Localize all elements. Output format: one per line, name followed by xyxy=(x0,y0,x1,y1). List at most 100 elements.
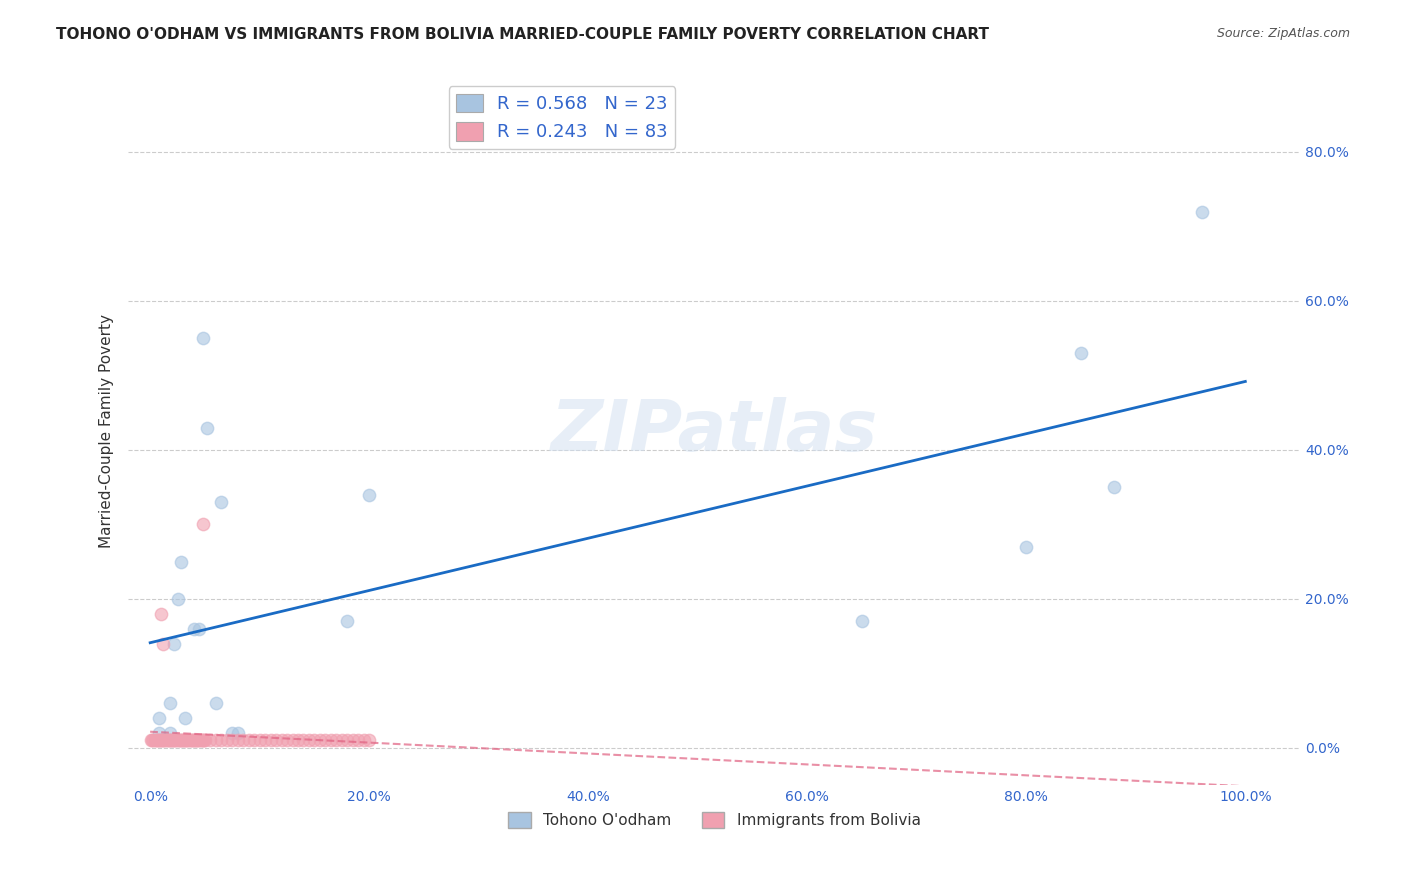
Point xyxy=(193,733,215,747)
Point xyxy=(170,733,193,747)
Point xyxy=(141,733,163,747)
Point xyxy=(259,733,281,747)
Point xyxy=(292,733,315,747)
Point xyxy=(150,733,173,747)
Point xyxy=(149,733,172,747)
Point xyxy=(148,711,170,725)
Legend: Tohono O'odham, Immigrants from Bolivia: Tohono O'odham, Immigrants from Bolivia xyxy=(502,805,927,834)
Point xyxy=(155,733,177,747)
Point xyxy=(179,733,201,747)
Point xyxy=(180,733,202,747)
Point xyxy=(270,733,292,747)
Point xyxy=(1102,480,1125,494)
Point xyxy=(319,733,342,747)
Point xyxy=(276,733,298,747)
Point xyxy=(169,733,191,747)
Point xyxy=(148,726,170,740)
Point xyxy=(142,733,165,747)
Point xyxy=(190,733,212,747)
Point xyxy=(145,733,167,747)
Point xyxy=(209,495,232,509)
Point xyxy=(160,733,183,747)
Point xyxy=(191,331,214,345)
Point xyxy=(209,733,232,747)
Point xyxy=(851,614,873,628)
Point xyxy=(336,614,359,628)
Point xyxy=(162,733,184,747)
Point xyxy=(150,733,173,747)
Point xyxy=(238,733,260,747)
Point xyxy=(177,733,200,747)
Point xyxy=(174,733,197,747)
Point xyxy=(176,733,198,747)
Text: ZIPatlas: ZIPatlas xyxy=(551,397,877,466)
Point xyxy=(1070,346,1092,360)
Point xyxy=(187,733,209,747)
Point xyxy=(159,696,181,710)
Point xyxy=(191,733,214,747)
Point xyxy=(215,733,238,747)
Point xyxy=(330,733,353,747)
Point xyxy=(314,733,336,747)
Point xyxy=(165,733,187,747)
Point xyxy=(359,733,381,747)
Point xyxy=(150,607,173,621)
Point xyxy=(205,733,228,747)
Point xyxy=(186,733,208,747)
Text: TOHONO O'ODHAM VS IMMIGRANTS FROM BOLIVIA MARRIED-COUPLE FAMILY POVERTY CORRELAT: TOHONO O'ODHAM VS IMMIGRANTS FROM BOLIVI… xyxy=(56,27,990,42)
Point xyxy=(166,733,188,747)
Point xyxy=(183,622,205,636)
Point xyxy=(180,733,202,747)
Point xyxy=(254,733,277,747)
Point xyxy=(1191,204,1213,219)
Point xyxy=(200,733,222,747)
Point xyxy=(159,733,181,747)
Point xyxy=(221,733,243,747)
Point xyxy=(188,733,211,747)
Point xyxy=(141,733,163,747)
Point xyxy=(249,733,271,747)
Point xyxy=(304,733,326,747)
Point xyxy=(155,733,177,747)
Point xyxy=(347,733,370,747)
Point xyxy=(167,733,190,747)
Point xyxy=(232,733,254,747)
Point xyxy=(243,733,266,747)
Point xyxy=(359,487,381,501)
Point xyxy=(170,733,193,747)
Point xyxy=(309,733,332,747)
Point xyxy=(181,733,204,747)
Point xyxy=(194,733,217,747)
Point xyxy=(221,726,243,740)
Point xyxy=(226,726,249,740)
Point xyxy=(183,733,205,747)
Point xyxy=(163,733,186,747)
Point xyxy=(145,733,167,747)
Point xyxy=(325,733,347,747)
Point xyxy=(188,622,211,636)
Y-axis label: Married-Couple Family Poverty: Married-Couple Family Poverty xyxy=(100,314,114,549)
Point xyxy=(191,517,214,532)
Point xyxy=(160,733,183,747)
Point xyxy=(146,733,169,747)
Point xyxy=(156,733,179,747)
Point xyxy=(353,733,375,747)
Point xyxy=(226,733,249,747)
Point xyxy=(174,711,197,725)
Text: Source: ZipAtlas.com: Source: ZipAtlas.com xyxy=(1216,27,1350,40)
Point xyxy=(342,733,364,747)
Point xyxy=(157,733,180,747)
Point xyxy=(159,726,181,740)
Point xyxy=(264,733,287,747)
Point xyxy=(148,733,170,747)
Point xyxy=(186,733,208,747)
Point xyxy=(152,733,174,747)
Point xyxy=(170,555,193,569)
Point xyxy=(336,733,359,747)
Point xyxy=(281,733,304,747)
Point xyxy=(163,636,186,650)
Point xyxy=(195,420,218,434)
Point xyxy=(184,733,207,747)
Point xyxy=(165,733,187,747)
Point xyxy=(1015,540,1038,554)
